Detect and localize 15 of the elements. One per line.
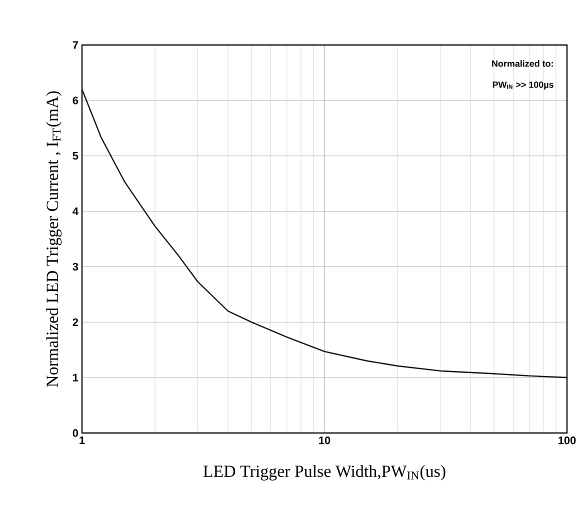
y-tick-label: 4 [72, 208, 78, 216]
y-tick-label: 1 [73, 374, 78, 382]
x-tick-label: 100 [558, 436, 576, 444]
annotation: Normalized to: [492, 60, 553, 67]
y-tick-label: 7 [72, 41, 78, 49]
x-tick-label: 10 [319, 436, 330, 444]
y-tick-label: 6 [72, 96, 78, 104]
y-tick-label: 3 [72, 262, 78, 271]
x-tick-label: 1 [80, 436, 85, 444]
y-tick-label: 5 [72, 152, 78, 160]
y-axis-title: Normalized LED Trigger Current , I$_{FT}$(mA) [46, 91, 62, 387]
annotation: PW$_{IN}$ >> 100µs [492, 82, 554, 90]
y-tick-label: 2 [72, 318, 78, 326]
y-tick-label: 0 [72, 429, 78, 437]
x-axis-title: LED Trigger Pulse Width,PW$_{IN}$(us) [203, 465, 446, 480]
